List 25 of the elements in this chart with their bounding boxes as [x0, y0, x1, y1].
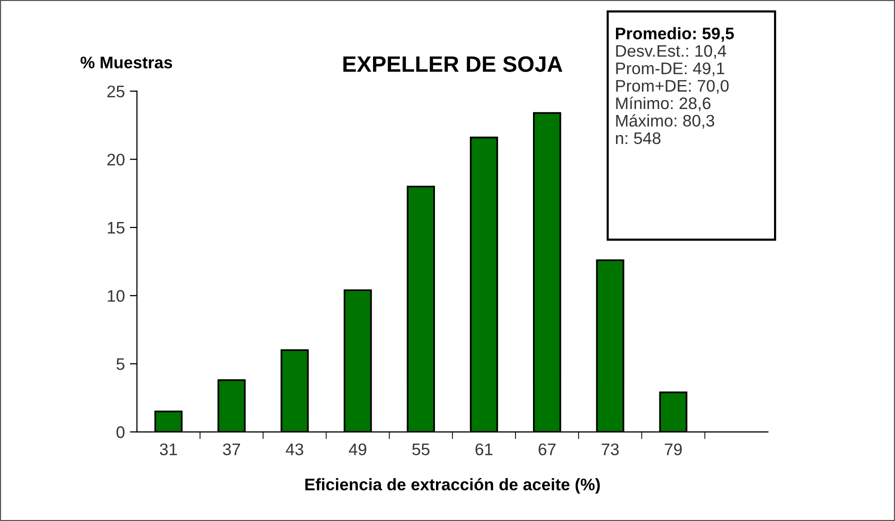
y-tick-label: 5 [116, 358, 124, 370]
x-tick-label: 61 [476, 443, 492, 456]
y-tick-label: 15 [108, 222, 124, 234]
y-tick-label: 25 [107, 86, 124, 98]
annotation: Prom+DE: 70,0 [616, 80, 729, 94]
y-tick-label: 0 [116, 426, 124, 438]
x-tick-label: 67 [538, 443, 556, 456]
x-tick-label: 55 [412, 444, 430, 456]
text: Prom-DE: 49,1 [616, 62, 724, 76]
annotation: Mínimo: 28,6 [616, 96, 710, 112]
x-tick-label: 37 [222, 443, 240, 456]
text: Promedio: 59,5 [616, 27, 734, 42]
annotation: n: 548 [616, 132, 660, 144]
chart-title: EXPELLER DE SOJA [343, 56, 562, 72]
y-axis-title: % Muestras [80, 56, 172, 68]
x-tick-label: 73 [602, 443, 619, 456]
y-tick-label: 20 [107, 154, 124, 166]
text: Desv.Est.: 10,4 [616, 45, 726, 59]
y-tick-label: 10 [108, 290, 124, 302]
x-tick-label: 49 [348, 443, 366, 456]
annotation: Máximo: 80,3 [616, 114, 714, 129]
x-tick-label: 79 [664, 443, 682, 456]
x-tick-label: 43 [286, 443, 304, 456]
x-axis-title: Eficiencia de extracción de aceite (%) [305, 478, 600, 494]
x-tick-label: 31 [160, 443, 177, 456]
